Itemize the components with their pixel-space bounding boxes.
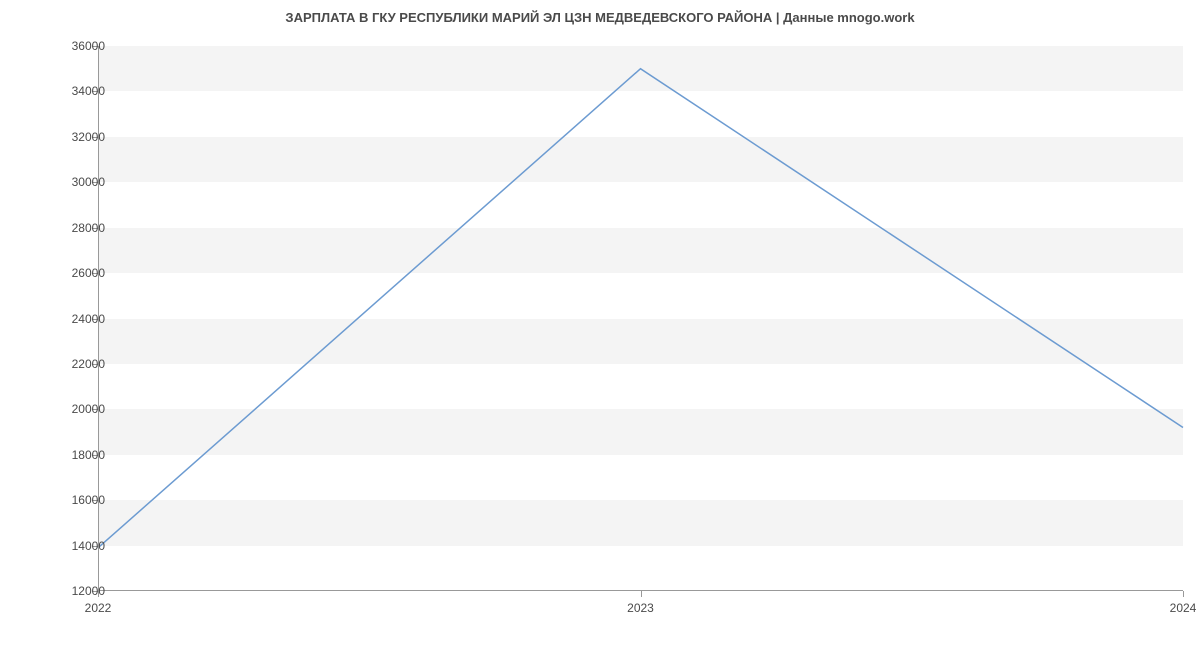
- y-axis-label: 34000: [45, 84, 105, 98]
- x-axis-label: 2022: [85, 601, 112, 615]
- y-axis-label: 20000: [45, 402, 105, 416]
- y-axis-label: 14000: [45, 539, 105, 553]
- chart-title: ЗАРПЛАТА В ГКУ РЕСПУБЛИКИ МАРИЙ ЭЛ ЦЗН М…: [0, 10, 1200, 25]
- y-axis-label: 22000: [45, 357, 105, 371]
- y-axis-label: 18000: [45, 448, 105, 462]
- x-axis: [98, 590, 1183, 591]
- x-axis-label: 2023: [627, 601, 654, 615]
- x-axis-label: 2024: [1170, 601, 1197, 615]
- chart-line-svg: [98, 46, 1183, 591]
- y-axis-label: 24000: [45, 312, 105, 326]
- y-axis-label: 36000: [45, 39, 105, 53]
- y-axis-label: 32000: [45, 130, 105, 144]
- x-tick: [1183, 591, 1184, 597]
- plot-area: 202220232024: [98, 46, 1183, 591]
- y-axis-label: 30000: [45, 175, 105, 189]
- chart-container: ЗАРПЛАТА В ГКУ РЕСПУБЛИКИ МАРИЙ ЭЛ ЦЗН М…: [0, 0, 1200, 650]
- y-axis-label: 16000: [45, 493, 105, 507]
- y-axis-label: 28000: [45, 221, 105, 235]
- series-line-salary: [98, 69, 1183, 548]
- y-axis-label: 26000: [45, 266, 105, 280]
- x-tick: [641, 591, 642, 597]
- y-axis-label: 12000: [45, 584, 105, 598]
